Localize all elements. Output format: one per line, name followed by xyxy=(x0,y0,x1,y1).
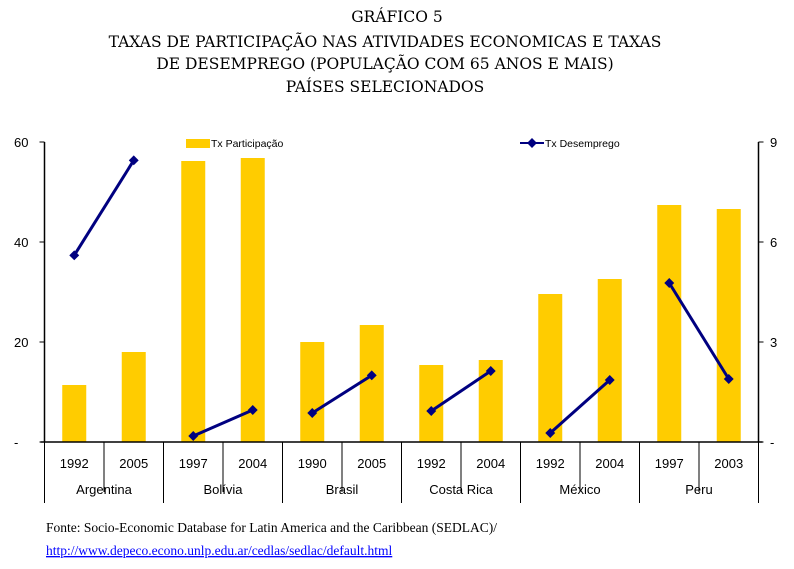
line-point-4 xyxy=(307,408,318,418)
right-tick-label-0: - xyxy=(770,435,774,450)
bar-1 xyxy=(121,352,146,442)
bar-8 xyxy=(538,294,563,442)
legend: Tx Participação Tx Desemprego xyxy=(186,138,620,150)
country-label-0: Argentina xyxy=(76,482,132,497)
left-tick-label-3: 60 xyxy=(14,135,28,150)
line-segment-3 xyxy=(430,369,492,413)
line-segment-1 xyxy=(192,408,254,438)
legend-line-marker xyxy=(527,138,537,148)
year-label-5: 2005 xyxy=(357,456,386,471)
year-label-6: 1992 xyxy=(417,456,446,471)
line-point-8 xyxy=(545,428,556,438)
line-segment-4 xyxy=(549,378,611,435)
bar-0 xyxy=(62,385,87,442)
country-label-5: Peru xyxy=(685,482,712,497)
year-label-7: 2004 xyxy=(476,456,505,471)
source-text: Fonte: Socio-Economic Database for Latin… xyxy=(46,520,497,535)
right-tick-label-1: 3 xyxy=(770,335,777,350)
legend-desemprego: Tx Desemprego xyxy=(545,138,620,150)
title-line-3: DE DESEMPREGO (POPULAÇÃO COM 65 ANOS E M… xyxy=(156,55,613,73)
line-point-3 xyxy=(247,405,258,415)
bar-11 xyxy=(716,209,741,442)
right-tick-label-2: 6 xyxy=(770,235,777,250)
line-point-7 xyxy=(485,366,496,376)
line-segment-5 xyxy=(667,282,731,380)
line-point-0 xyxy=(69,250,80,261)
line-point-11 xyxy=(723,374,734,384)
title-line-1: GRÁFICO 5 xyxy=(351,8,442,26)
year-label-0: 1992 xyxy=(60,456,89,471)
country-label-3: Costa Rica xyxy=(429,482,493,497)
year-label-4: 1990 xyxy=(298,456,327,471)
line-segment-2 xyxy=(311,374,373,415)
bar-4 xyxy=(300,342,325,442)
country-label-4: México xyxy=(559,482,600,497)
bar-5 xyxy=(359,325,384,442)
year-label-10: 1997 xyxy=(655,456,684,471)
title-line-4: PAÍSES SELECIONADOS xyxy=(286,78,485,96)
country-label-1: Bolívia xyxy=(203,482,243,497)
line-point-2 xyxy=(188,431,199,441)
bar-2 xyxy=(181,161,206,442)
year-label-11: 2003 xyxy=(714,456,743,471)
left-tick-label-0: - xyxy=(14,435,18,450)
year-label-9: 2004 xyxy=(595,456,624,471)
legend-participacao: Tx Participação xyxy=(211,138,284,150)
legend-bar-swatch xyxy=(186,139,210,148)
line-point-6 xyxy=(426,406,437,416)
chart-title: GRÁFICO 5 TAXAS DE PARTICIPAÇÃO NAS ATIV… xyxy=(109,8,662,96)
line-point-1 xyxy=(128,155,139,166)
bar-10 xyxy=(657,205,682,442)
right-tick-label-3: 9 xyxy=(770,135,777,150)
country-label-2: Brasil xyxy=(326,482,359,497)
year-label-3: 2004 xyxy=(238,456,267,471)
bar-3 xyxy=(240,158,265,442)
title-line-2: TAXAS DE PARTICIPAÇÃO NAS ATIVIDADES ECO… xyxy=(109,33,662,51)
left-tick-label-1: 20 xyxy=(14,335,28,350)
year-label-2: 1997 xyxy=(179,456,208,471)
left-tick-label-2: 40 xyxy=(14,235,28,250)
year-label-1: 2005 xyxy=(119,456,148,471)
bar-9 xyxy=(597,279,622,442)
line-point-9 xyxy=(604,375,615,385)
line-point-5 xyxy=(366,370,377,381)
line-point-10 xyxy=(664,278,675,288)
year-label-8: 1992 xyxy=(536,456,565,471)
line-segment-0 xyxy=(72,159,136,257)
source-link[interactable]: http://www.depeco.econo.unlp.edu.ar/cedl… xyxy=(46,543,393,558)
bar-6 xyxy=(419,365,444,442)
